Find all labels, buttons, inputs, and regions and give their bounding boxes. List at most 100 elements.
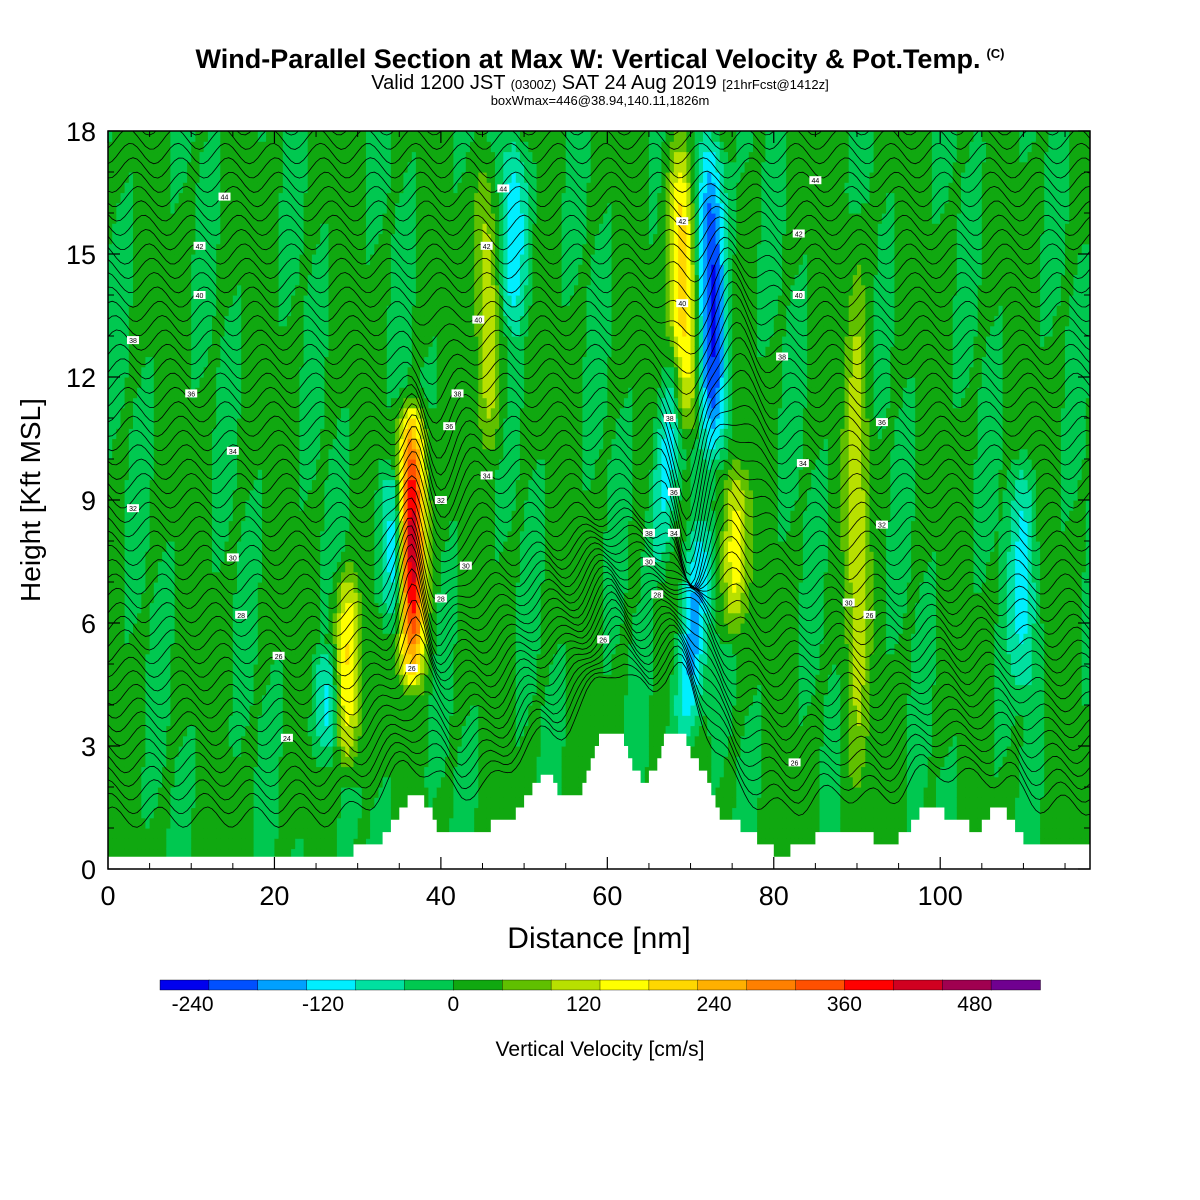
w-cell bbox=[329, 531, 334, 542]
w-cell bbox=[145, 264, 150, 275]
w-cell bbox=[191, 838, 196, 849]
w-cell bbox=[233, 623, 238, 634]
w-cell bbox=[279, 449, 284, 460]
w-cell bbox=[308, 633, 313, 644]
w-cell bbox=[162, 480, 167, 491]
w-cell bbox=[187, 336, 192, 347]
w-cell bbox=[241, 357, 246, 368]
w-cell bbox=[333, 510, 338, 521]
w-cell bbox=[258, 582, 263, 593]
w-cell bbox=[121, 203, 126, 214]
w-cell bbox=[266, 275, 271, 286]
w-cell bbox=[304, 705, 309, 716]
w-cell bbox=[116, 254, 121, 265]
w-cell bbox=[175, 377, 180, 388]
w-cell bbox=[254, 439, 259, 450]
w-cell bbox=[237, 264, 242, 275]
w-cell bbox=[358, 285, 363, 296]
w-cell bbox=[245, 767, 250, 778]
w-cell bbox=[354, 285, 359, 296]
w-cell bbox=[204, 726, 209, 737]
w-cell bbox=[158, 818, 163, 829]
w-cell bbox=[183, 305, 188, 316]
w-cell bbox=[308, 418, 313, 429]
w-cell bbox=[208, 767, 213, 778]
w-cell bbox=[349, 387, 354, 398]
w-cell bbox=[216, 695, 221, 706]
w-cell bbox=[329, 336, 334, 347]
w-cell bbox=[387, 275, 392, 286]
w-cell bbox=[262, 838, 267, 849]
w-cell bbox=[337, 818, 342, 829]
w-cell bbox=[212, 623, 217, 634]
w-cell bbox=[320, 459, 325, 470]
w-cell bbox=[179, 767, 184, 778]
w-cell bbox=[241, 223, 246, 234]
w-cell bbox=[299, 182, 304, 193]
w-cell bbox=[158, 387, 163, 398]
w-cell bbox=[187, 562, 192, 573]
w-cell bbox=[208, 613, 213, 624]
w-cell bbox=[195, 316, 200, 327]
w-cell bbox=[125, 141, 130, 152]
w-cell bbox=[362, 695, 367, 706]
w-cell bbox=[241, 736, 246, 747]
w-cell bbox=[250, 797, 255, 808]
w-cell bbox=[237, 756, 242, 767]
w-cell bbox=[299, 592, 304, 603]
w-cell bbox=[370, 449, 375, 460]
w-cell bbox=[158, 808, 163, 819]
w-cell bbox=[121, 357, 126, 368]
w-cell bbox=[183, 582, 188, 593]
w-cell bbox=[133, 767, 138, 778]
w-cell bbox=[208, 439, 213, 450]
w-cell bbox=[170, 633, 175, 644]
w-cell bbox=[204, 654, 209, 665]
w-cell bbox=[200, 521, 205, 532]
w-cell bbox=[337, 213, 342, 224]
w-cell bbox=[133, 674, 138, 685]
w-cell bbox=[216, 510, 221, 521]
w-cell bbox=[121, 838, 126, 849]
w-cell bbox=[183, 480, 188, 491]
w-cell bbox=[116, 654, 121, 665]
w-cell bbox=[279, 828, 284, 839]
w-cell bbox=[112, 285, 117, 296]
w-cell bbox=[150, 398, 155, 409]
w-cell bbox=[179, 346, 184, 357]
w-cell bbox=[179, 285, 184, 296]
w-cell bbox=[175, 787, 180, 798]
w-cell bbox=[395, 808, 400, 819]
w-cell bbox=[150, 275, 155, 286]
w-cell bbox=[187, 244, 192, 255]
w-cell bbox=[195, 510, 200, 521]
w-cell bbox=[374, 418, 379, 429]
w-cell bbox=[237, 223, 242, 234]
w-cell bbox=[262, 316, 267, 327]
w-cell bbox=[324, 131, 329, 142]
w-cell bbox=[295, 531, 300, 542]
w-cell bbox=[279, 326, 284, 337]
w-cell bbox=[204, 408, 209, 419]
w-cell bbox=[299, 316, 304, 327]
w-cell bbox=[379, 808, 384, 819]
w-cell bbox=[200, 633, 205, 644]
w-cell bbox=[112, 213, 117, 224]
w-cell bbox=[341, 756, 346, 767]
w-cell bbox=[166, 162, 171, 173]
w-cell bbox=[191, 408, 196, 419]
w-cell bbox=[299, 439, 304, 450]
w-cell bbox=[379, 490, 384, 501]
w-cell bbox=[195, 357, 200, 368]
w-cell bbox=[208, 254, 213, 265]
w-cell bbox=[379, 777, 384, 788]
w-cell bbox=[387, 408, 392, 419]
w-cell bbox=[216, 592, 221, 603]
w-cell bbox=[208, 223, 213, 234]
w-cell bbox=[125, 582, 130, 593]
w-cell bbox=[237, 541, 242, 552]
w-cell bbox=[312, 162, 317, 173]
w-cell bbox=[220, 275, 225, 286]
w-cell bbox=[299, 838, 304, 849]
w-cell bbox=[337, 828, 342, 839]
